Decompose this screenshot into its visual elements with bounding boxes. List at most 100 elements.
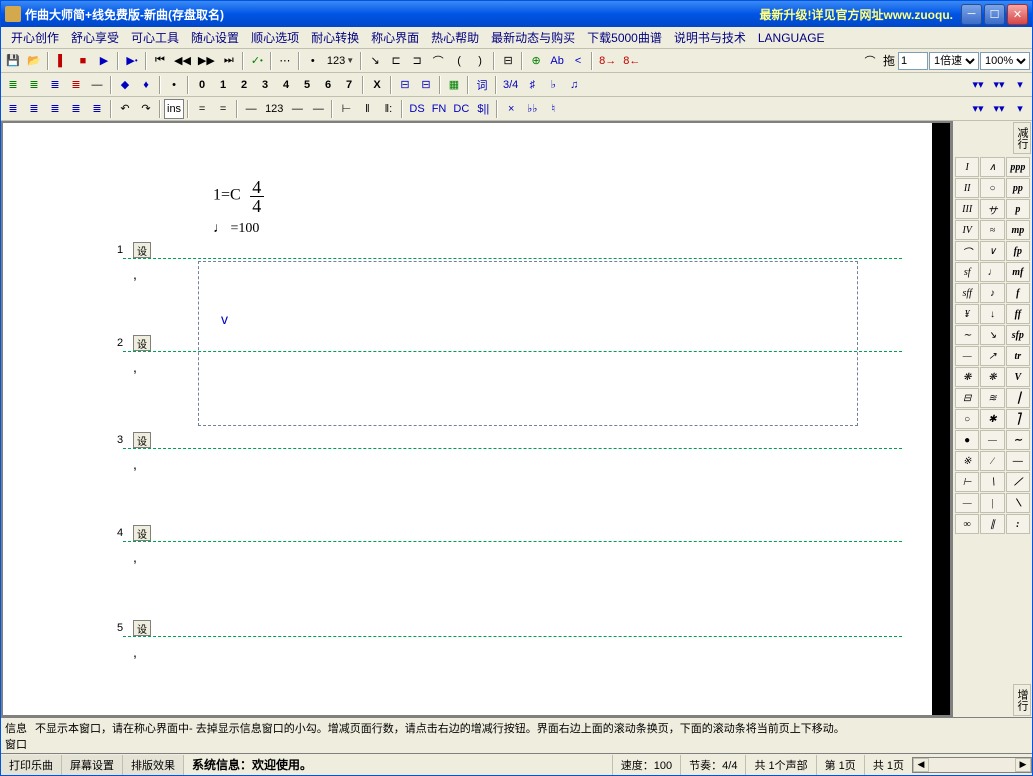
- undo-icon[interactable]: ↶: [115, 99, 135, 119]
- tool-a-icon[interactable]: ↘: [365, 51, 385, 71]
- menu-create[interactable]: 开心创作: [5, 27, 65, 48]
- dash-icon[interactable]: —: [241, 99, 261, 119]
- symbol-cell-11[interactable]: mp: [1006, 220, 1030, 240]
- symbol-cell-52[interactable]: ∥: [980, 514, 1004, 534]
- symbol-cell-30[interactable]: ❋: [955, 367, 979, 387]
- symbol-cell-49[interactable]: |: [980, 493, 1004, 513]
- symbol-cell-21[interactable]: ¥: [955, 304, 979, 324]
- symbol-cell-48[interactable]: —: [955, 493, 979, 513]
- tool-e-icon[interactable]: (: [449, 51, 469, 71]
- line-icon[interactable]: —: [87, 75, 107, 95]
- symbol-cell-22[interactable]: ↓: [980, 304, 1004, 324]
- next-icon[interactable]: ▶▶: [195, 51, 218, 71]
- symbol-cell-28[interactable]: ↗: [980, 346, 1004, 366]
- grid-icon[interactable]: ▦: [444, 75, 464, 95]
- align-center-icon[interactable]: ≣: [24, 75, 44, 95]
- menu-ui[interactable]: 称心界面: [365, 27, 425, 48]
- symbol-cell-38[interactable]: ⎤: [1006, 409, 1030, 429]
- open-icon[interactable]: 📂: [24, 51, 44, 71]
- staff-label-4[interactable]: 设: [133, 525, 151, 541]
- dot2-icon[interactable]: •: [164, 75, 184, 95]
- menu-manual[interactable]: 说明书与技术: [668, 27, 752, 48]
- symbol-cell-40[interactable]: —: [980, 430, 1004, 450]
- layer-icon[interactable]: ⊟: [498, 51, 518, 71]
- staff-label-2[interactable]: 设: [133, 335, 151, 351]
- symbol-cell-36[interactable]: ○: [955, 409, 979, 429]
- bar3-icon[interactable]: ‖:: [378, 99, 398, 119]
- list5-icon[interactable]: ≣: [87, 99, 107, 119]
- plus-icon[interactable]: ⊕: [526, 51, 546, 71]
- staff-row-5[interactable]: 5设,: [123, 636, 902, 637]
- menu-tools[interactable]: 可心工具: [125, 27, 185, 48]
- symbol-cell-39[interactable]: ●: [955, 430, 979, 450]
- symbol-cell-31[interactable]: ❋: [980, 367, 1004, 387]
- align-left-icon[interactable]: ≣: [3, 75, 23, 95]
- tool-b-icon[interactable]: ⊏: [386, 51, 406, 71]
- play-icon[interactable]: ▶: [94, 51, 114, 71]
- list1-icon[interactable]: ≣: [3, 99, 23, 119]
- check-icon[interactable]: ✓•: [247, 51, 267, 71]
- symbol-cell-37[interactable]: ✱: [980, 409, 1004, 429]
- num2-icon[interactable]: 123: [262, 99, 286, 119]
- symbol-cell-5[interactable]: pp: [1006, 178, 1030, 198]
- symbol-cell-33[interactable]: ⊟: [955, 388, 979, 408]
- flat-icon[interactable]: ♭: [543, 75, 563, 95]
- symbol-cell-45[interactable]: ⊢: [955, 472, 979, 492]
- acc3-icon[interactable]: ♮: [543, 99, 563, 119]
- menu-convert[interactable]: 耐心转换: [305, 27, 365, 48]
- stop-icon[interactable]: ■: [73, 51, 93, 71]
- tool-c-icon[interactable]: ⊐: [407, 51, 427, 71]
- menu-language[interactable]: LANGUAGE: [752, 29, 831, 47]
- close-button[interactable]: ✕: [1007, 4, 1028, 25]
- symbol-cell-15[interactable]: sf: [955, 262, 979, 282]
- staff-row-1[interactable]: 1设,: [123, 258, 902, 259]
- eight-minus-icon[interactable]: 8←: [620, 51, 643, 71]
- dd3-icon[interactable]: ▾: [1010, 75, 1030, 95]
- symbol-cell-51[interactable]: ∞: [955, 514, 979, 534]
- zoom-select[interactable]: 100%: [980, 52, 1030, 70]
- first-icon[interactable]: ⏮: [150, 51, 170, 71]
- h-scrollbar[interactable]: ◀ ▶: [912, 757, 1032, 773]
- staff-row-2[interactable]: 2设,: [123, 351, 902, 352]
- score-canvas[interactable]: 1=C 4 4 ♩ =100 v 1设, 2设, 3设, 4设,: [3, 123, 932, 715]
- hide-icon[interactable]: ⊟: [395, 75, 415, 95]
- symbol-cell-19[interactable]: ♪: [980, 283, 1004, 303]
- list4-icon[interactable]: ≣: [66, 99, 86, 119]
- save-icon[interactable]: 💾: [3, 51, 23, 71]
- dots-icon[interactable]: ⋯: [275, 51, 295, 71]
- num-3[interactable]: 3: [255, 75, 275, 95]
- menu-download[interactable]: 下载5000曲谱: [581, 27, 668, 48]
- tab-screen[interactable]: 屏幕设置: [62, 755, 123, 775]
- symbol-cell-10[interactable]: ≈: [980, 220, 1004, 240]
- sharp-icon[interactable]: ♯: [522, 75, 542, 95]
- num-2[interactable]: 2: [234, 75, 254, 95]
- remove-row-button[interactable]: 减行: [1013, 122, 1031, 154]
- align-right-icon[interactable]: ≣: [45, 75, 65, 95]
- dash2-icon[interactable]: —: [287, 99, 307, 119]
- maximize-button[interactable]: ☐: [984, 4, 1005, 25]
- symbol-cell-20[interactable]: f: [1006, 283, 1030, 303]
- add-row-button[interactable]: 增行: [1013, 684, 1031, 716]
- symbol-cell-23[interactable]: ff: [1006, 304, 1030, 324]
- bar2-icon[interactable]: ‖: [357, 99, 377, 119]
- list3-icon[interactable]: ≣: [45, 99, 65, 119]
- num-icon[interactable]: 123▼: [324, 51, 357, 71]
- tab-layout[interactable]: 排版效果: [123, 755, 184, 775]
- arc-icon[interactable]: ⌒: [860, 51, 880, 71]
- align-just-icon[interactable]: ≣: [66, 75, 86, 95]
- dd4-icon[interactable]: ▾▾: [968, 99, 988, 119]
- num-6[interactable]: 6: [318, 75, 338, 95]
- symbol-cell-7[interactable]: サ: [980, 199, 1004, 219]
- page-input[interactable]: [898, 52, 928, 70]
- eight-plus-icon[interactable]: 8→: [596, 51, 619, 71]
- num-5[interactable]: 5: [297, 75, 317, 95]
- tempo-select[interactable]: 1倍速: [929, 52, 979, 70]
- redo-icon[interactable]: ↷: [136, 99, 156, 119]
- bar1-icon[interactable]: ⊢: [336, 99, 356, 119]
- staff-label-3[interactable]: 设: [133, 432, 151, 448]
- staff-label-1[interactable]: 设: [133, 242, 151, 258]
- symbol-cell-16[interactable]: ♩: [980, 262, 1004, 282]
- num-1[interactable]: 1: [213, 75, 233, 95]
- x-button[interactable]: X: [367, 75, 387, 95]
- symbol-cell-53[interactable]: :: [1006, 514, 1030, 534]
